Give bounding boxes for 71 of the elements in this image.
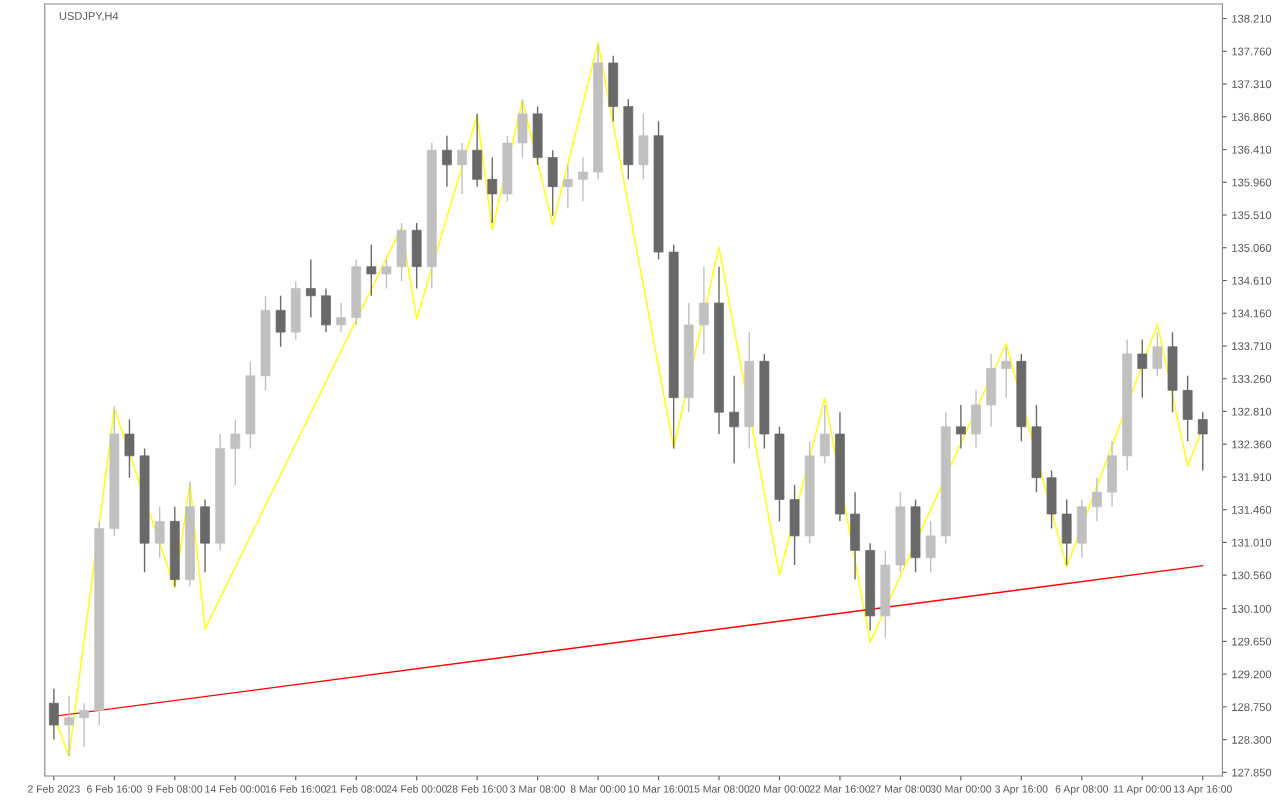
candlestick: [729, 375, 740, 464]
y-tick-label: 132.810: [1232, 407, 1272, 416]
x-tick-label: 13 Apr 16:00: [1174, 785, 1232, 795]
x-tick-label: 20 Mar 00:00: [749, 785, 810, 793]
x-tick-label: 15 Mar 08:00: [689, 785, 750, 793]
y-tick-label: 131.460: [1232, 505, 1272, 514]
y-tick-label: 130.560: [1232, 571, 1272, 580]
y-tick-label: 129.200: [1232, 670, 1272, 679]
candlestick: [366, 244, 377, 297]
x-tick-label: 3 Apr 16:00: [995, 785, 1048, 795]
x-tick-label: 24 Feb 00:00: [386, 785, 447, 793]
candlestick: [336, 302, 346, 333]
y-tick-label: 131.010: [1232, 538, 1272, 547]
candlestick: [1197, 411, 1208, 472]
x-tick-label: 6 Feb 16:00: [87, 785, 142, 793]
x-tick-label: 30 Mar 00:00: [930, 785, 992, 793]
x-tick-label: 16 Feb 16:00: [265, 785, 327, 793]
candlestick: [79, 702, 89, 748]
y-tick-label: 130.100: [1232, 604, 1272, 613]
x-tick-label: 10 Mar 16:00: [628, 785, 689, 793]
x-tick-label: 27 Mar 08:00: [870, 785, 931, 793]
candlestick: [381, 258, 392, 290]
candlestick: [699, 265, 709, 355]
x-tick-label: 6 Apr 08:00: [1055, 785, 1109, 795]
y-tick-label: 135.060: [1232, 244, 1272, 252]
y-tick-label: 135.960: [1232, 178, 1272, 187]
candlestick: [955, 404, 966, 450]
candlestick: [1001, 346, 1012, 399]
x-tick-label: 3 Mar 08:00: [510, 785, 565, 793]
y-tick-label: 127.850: [1232, 768, 1272, 777]
y-tick-label: 137.760: [1232, 47, 1272, 56]
candlestick: [1137, 338, 1148, 399]
candlestick: [275, 295, 286, 348]
candlestick: [230, 418, 241, 486]
y-tick-label: 138.210: [1232, 14, 1272, 23]
y-tick-label: 128.750: [1232, 703, 1272, 712]
text: USDJPY,H4: [59, 12, 119, 22]
candlestick: [925, 520, 936, 573]
candlestick: [124, 418, 135, 479]
candlestick: [64, 695, 74, 758]
x-tick-label: 14 Feb 00:00: [205, 785, 266, 793]
y-tick-label: 131.910: [1232, 473, 1272, 482]
candlestick: [457, 142, 467, 195]
candlestick: [487, 156, 498, 224]
candlestick: [1152, 331, 1163, 377]
candlestick: [819, 404, 830, 464]
candlestick: [1092, 476, 1102, 523]
y-tick-label: 133.260: [1232, 374, 1272, 383]
y-tick-label: 136.410: [1232, 145, 1272, 154]
candlestick: [154, 506, 165, 559]
y-tick-label: 129.650: [1232, 637, 1272, 646]
y-tick-label: 135.510: [1232, 211, 1272, 220]
y-tick-label: 132.360: [1232, 440, 1272, 449]
candlestick: [48, 687, 59, 741]
x-tick-label: 22 Mar 16:00: [809, 785, 871, 793]
candlestick: [578, 156, 588, 202]
candlestick: [442, 135, 452, 188]
y-tick-label: 136.860: [1232, 113, 1272, 121]
candlestick: [305, 258, 316, 319]
x-tick-label: 9 Feb 08:00: [147, 785, 203, 793]
y-tick-label: 134.160: [1232, 309, 1272, 318]
x-tick-label: 8 Mar 00:00: [570, 785, 626, 793]
y-tick-label: 134.610: [1232, 276, 1272, 285]
x-tick-label: 2 Feb 2023: [28, 785, 80, 793]
candlestick: [562, 164, 573, 210]
x-tick-label: 11 Apr 00:00: [1113, 785, 1172, 795]
y-tick-label: 137.310: [1232, 80, 1272, 89]
y-tick-label: 128.300: [1232, 735, 1272, 744]
x-tick-label: 28 Feb 16:00: [446, 785, 508, 793]
y-tick-label: 133.710: [1232, 342, 1272, 351]
x-tick-label: 21 Feb 08:00: [326, 785, 387, 793]
